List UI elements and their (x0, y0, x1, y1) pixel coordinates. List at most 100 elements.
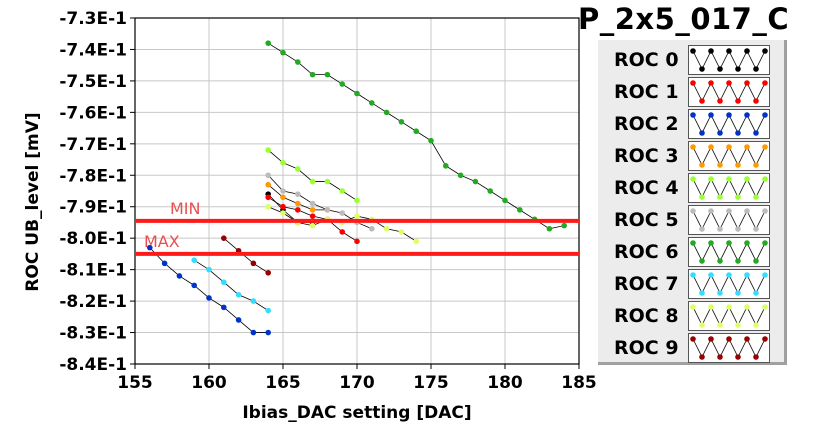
legend-swatch-marker (735, 258, 741, 264)
legend-swatch-marker (753, 322, 759, 328)
data-point (339, 188, 346, 194)
data-point (295, 191, 301, 197)
data-point (561, 222, 567, 229)
legend-swatch-marker (735, 130, 741, 136)
data-point (295, 207, 301, 213)
legend-swatch-marker (744, 208, 750, 214)
legend-swatch-marker (735, 290, 741, 296)
legend-swatch-marker (708, 240, 714, 246)
legend-swatch (688, 109, 770, 139)
legend-swatch-marker (762, 304, 768, 310)
y-tick-label: -8.2E-1 (59, 292, 127, 312)
grid (135, 18, 579, 364)
x-tick-label: 165 (265, 373, 301, 393)
legend-swatch-marker (744, 240, 750, 246)
data-point (250, 298, 257, 304)
legend-swatch-marker (717, 258, 723, 264)
legend-label: ROC 8 (614, 305, 679, 327)
data-point (339, 229, 346, 235)
data-point (280, 49, 286, 56)
data-point (309, 207, 316, 213)
legend-swatch-marker (690, 240, 696, 246)
legend-label: ROC 4 (614, 177, 679, 199)
data-point (309, 178, 316, 185)
legend-swatch (688, 333, 770, 363)
legend-swatch-marker (726, 48, 732, 54)
data-point (324, 71, 331, 78)
legend-swatch-marker (717, 130, 723, 136)
legend-swatch-marker (762, 336, 768, 342)
legend-swatch-marker (699, 258, 705, 264)
legend-swatch-marker (690, 208, 696, 214)
legend-swatch-marker (762, 48, 768, 54)
data-point (398, 229, 405, 235)
legend-swatch-marker (699, 130, 705, 136)
y-tick-label: -8.1E-1 (59, 261, 127, 281)
x-tick-label: 185 (561, 373, 597, 393)
legend-swatch-marker (708, 336, 714, 342)
legend-swatch-marker (699, 162, 705, 168)
legend-swatch-marker (753, 98, 759, 104)
data-point (265, 194, 272, 201)
legend-swatch (688, 269, 770, 299)
legend-swatch-graphic (690, 144, 768, 168)
data-point (546, 225, 553, 232)
legend-swatch (688, 45, 770, 75)
data-point (250, 260, 257, 267)
legend-item: ROC 0 (598, 45, 784, 75)
legend-swatch-graphic (690, 272, 768, 296)
data-point (176, 273, 183, 279)
data-point (235, 317, 242, 323)
legend-swatch-marker (717, 226, 723, 232)
data-point (339, 210, 346, 216)
legend-swatch-marker (744, 144, 750, 150)
x-tick-label: 180 (487, 373, 523, 393)
limit-label: MIN (170, 199, 201, 218)
legend-swatch-marker (744, 80, 750, 86)
data-point (280, 194, 286, 201)
legend-swatch-marker (735, 194, 741, 200)
x-tick-label: 175 (413, 373, 449, 393)
legend-swatch-graphic (690, 208, 768, 232)
legend-swatch-marker (762, 208, 768, 214)
y-tick-label: -7.6E-1 (59, 103, 127, 123)
legend-swatch (688, 77, 770, 107)
x-axis-label: Ibias_DAC setting [DAC] (242, 403, 471, 423)
data-point (428, 137, 434, 144)
legend-swatch-marker (744, 304, 750, 310)
limit-label: MAX (144, 232, 180, 251)
legend-label: ROC 0 (614, 49, 679, 71)
data-point (265, 40, 272, 46)
data-point (221, 279, 227, 286)
data-point (472, 178, 479, 185)
legend-swatch-marker (735, 322, 741, 328)
data-point (369, 225, 375, 232)
y-tick-label: -7.7E-1 (59, 135, 127, 155)
data-point (280, 159, 286, 166)
legend-swatch-marker (690, 112, 696, 118)
legend-swatch-marker (735, 66, 741, 72)
legend-swatch-graphic (690, 112, 768, 136)
data-point (250, 329, 257, 336)
data-point (147, 244, 153, 251)
legend-swatch-marker (708, 112, 714, 118)
legend-swatch-graphic (690, 80, 768, 104)
y-tick-label: -8.3E-1 (59, 324, 127, 344)
legend-swatch-marker (753, 162, 759, 168)
legend-item: ROC 6 (598, 237, 784, 267)
legend-label: ROC 7 (614, 273, 679, 295)
legend-swatch-marker (726, 112, 732, 118)
data-point (354, 213, 360, 219)
legend-swatch-marker (699, 194, 705, 200)
data-point (309, 213, 316, 219)
legend-swatch-marker (753, 66, 759, 72)
legend-swatch-marker (708, 144, 714, 150)
series-line (193, 259, 269, 311)
data-point (487, 188, 494, 194)
legend-swatch-marker (762, 80, 768, 86)
legend-swatch-marker (753, 130, 759, 136)
data-point (354, 197, 360, 204)
legend-swatch-marker (726, 240, 732, 246)
legend-swatch-marker (744, 272, 750, 278)
legend-swatch-marker (699, 354, 705, 360)
